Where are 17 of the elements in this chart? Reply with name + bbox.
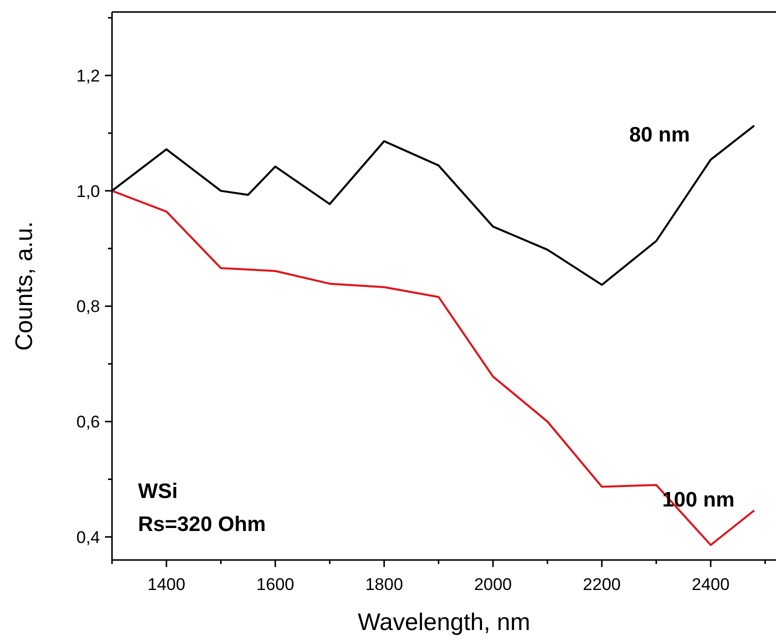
x-tick-label: 1800 (365, 575, 404, 594)
y-tick-label: 0,4 (76, 528, 100, 547)
x-tick-label: 1600 (256, 575, 294, 594)
x-tick-label: 2200 (582, 575, 621, 594)
y-tick-label: 0,8 (76, 297, 100, 316)
y-tick-label: 1,0 (76, 182, 100, 201)
y-tick-label: 0,6 (76, 412, 100, 432)
series-label: 80 nm (629, 124, 690, 147)
x-tick-label: 2400 (692, 575, 730, 594)
x-axis-title: Wavelength, nm (358, 609, 530, 636)
annotation: Rs=320 Ohm (138, 513, 266, 536)
annotation: WSi (138, 480, 178, 503)
line-series (111, 190, 756, 546)
x-tick-label: 1400 (148, 575, 186, 594)
y-axis-title: Counts, a.u. (11, 221, 38, 351)
y-tick-label: 1,2 (76, 66, 100, 86)
x-tick-label: 2000 (474, 575, 512, 594)
